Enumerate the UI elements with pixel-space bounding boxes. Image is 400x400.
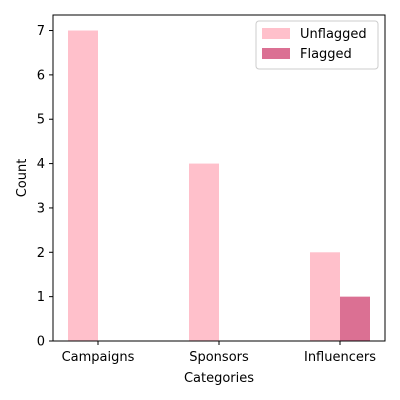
x-tick-label-campaigns: Campaigns [62, 350, 135, 365]
y-tick-label: 4 [37, 157, 45, 172]
bar-unflagged-influencers [310, 252, 340, 341]
y-axis-label: Count [15, 159, 30, 198]
legend-swatch-unflagged [262, 28, 290, 39]
legend-label-flagged: Flagged [300, 47, 352, 62]
bar-flagged-influencers [340, 296, 370, 341]
x-axis-ticks: Campaigns Sponsors Influencers [62, 341, 376, 365]
plot-frame [52, 14, 386, 342]
legend-swatch-flagged [262, 48, 290, 59]
y-tick-label: 6 [37, 68, 45, 83]
x-axis-label: Categories [184, 371, 254, 386]
x-tick-label-sponsors: Sponsors [189, 350, 249, 365]
y-tick-label: 3 [37, 201, 45, 216]
y-tick-label: 1 [37, 290, 45, 305]
x-tick-label-influencers: Influencers [304, 350, 376, 365]
legend: Unflagged Flagged [255, 20, 379, 70]
legend-label-unflagged: Unflagged [300, 27, 367, 42]
y-tick-label: 7 [37, 24, 45, 39]
y-axis-ticks: 0 1 2 3 4 5 6 7 [37, 24, 53, 350]
y-tick-label: 2 [37, 246, 45, 261]
bar-unflagged-campaigns [68, 30, 98, 342]
bar-unflagged-sponsors [189, 163, 219, 341]
y-tick-label: 0 [37, 335, 45, 350]
y-tick-label: 5 [37, 113, 45, 128]
bars-layer [68, 30, 370, 342]
